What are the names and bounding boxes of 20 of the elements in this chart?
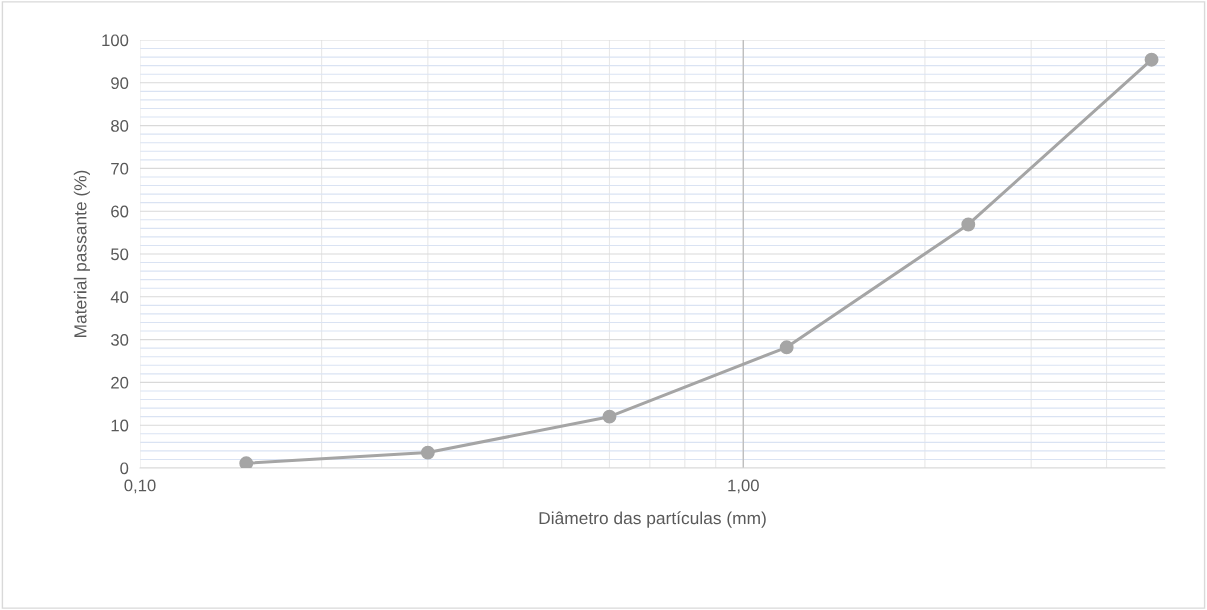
point [602, 409, 617, 424]
y-tick-label: 50 [111, 248, 129, 261]
y-tick-label: 100 [102, 34, 129, 47]
y-tick-label: 10 [111, 419, 129, 432]
y-axis-title: Material passante (%) [73, 170, 90, 337]
x-tick-label: 0,10 [124, 479, 156, 494]
point [420, 445, 435, 460]
point [961, 217, 976, 232]
point [239, 456, 254, 468]
y-tick-label: 0 [120, 462, 129, 475]
y-tick-label: 30 [110, 334, 129, 346]
x-axis-title: Diâmetro das partículas (mm) [539, 511, 766, 528]
y-tick-label: 60 [111, 205, 129, 218]
y-tick-label: 70 [111, 162, 129, 175]
point [1144, 52, 1159, 67]
y-tick-label: 80 [111, 120, 129, 132]
y-tick-label: 90 [111, 77, 129, 89]
y-tick-label: 40 [110, 291, 129, 303]
y-tick-label: 20 [111, 376, 129, 389]
x-tick-label: 1,00 [728, 479, 759, 494]
